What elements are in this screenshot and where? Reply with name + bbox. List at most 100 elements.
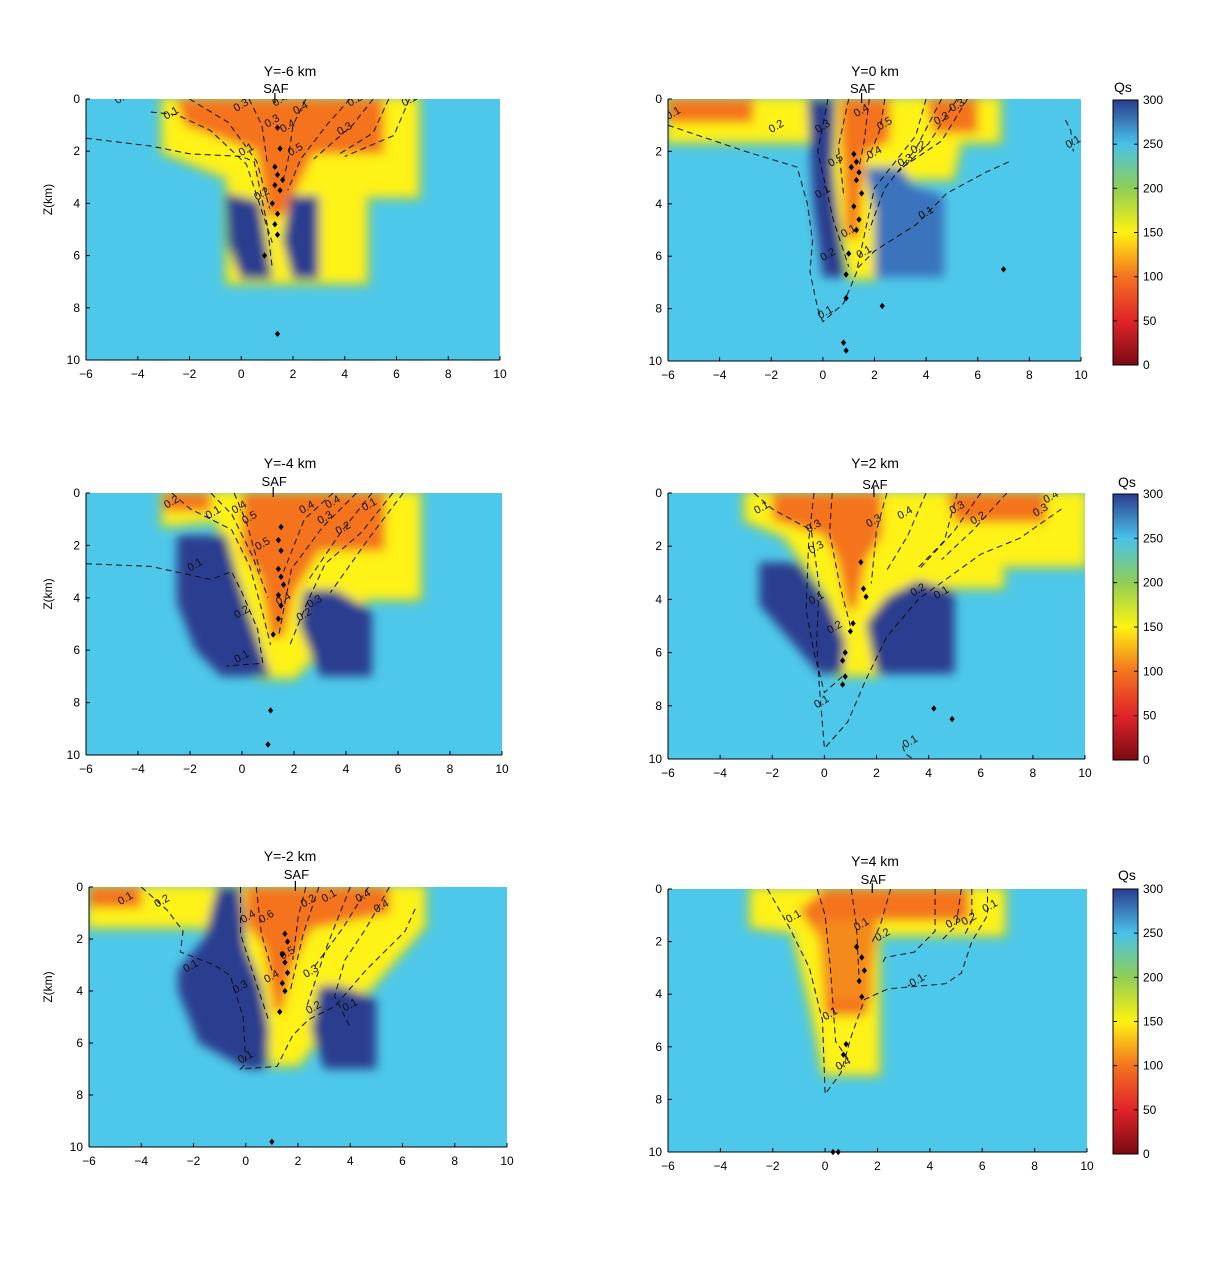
x-tick-label: −6 — [79, 762, 93, 776]
y-tick-label: 10 — [70, 1140, 84, 1154]
contour-line — [920, 493, 982, 568]
x-tick-label: −4 — [714, 1159, 728, 1173]
fault-label: SAF — [262, 474, 287, 489]
contour-line — [963, 889, 973, 937]
event-marker — [279, 980, 285, 987]
colorbar-tick-label: 300 — [1143, 93, 1163, 107]
event-marker — [278, 573, 284, 581]
event-marker — [863, 593, 869, 600]
contour-line — [1065, 119, 1074, 152]
colorbar-tick-label: 100 — [1143, 1059, 1163, 1073]
panel-1: 0.10.10.20.20.30.30.4 0.40.50.30.2 0.10.4−… — [41, 63, 507, 381]
contour-line — [941, 493, 1008, 560]
contour-line — [140, 887, 417, 1070]
y-tick-label: 0 — [73, 486, 80, 500]
y-tick-label: 4 — [76, 984, 83, 998]
contour-line — [86, 563, 264, 667]
event-marker — [851, 203, 857, 210]
x-tick-label: −4 — [134, 1154, 148, 1168]
event-marker — [275, 565, 281, 573]
event-marker — [272, 181, 278, 189]
x-tick-label: 0 — [239, 762, 246, 776]
contour-line — [940, 889, 962, 942]
qs-anomaly — [668, 99, 999, 278]
y-tick-label: 4 — [73, 591, 80, 605]
qs-anomaly — [164, 493, 211, 512]
event-marker — [843, 1040, 849, 1048]
x-tick-label: −6 — [79, 367, 93, 381]
event-marker — [853, 158, 860, 166]
y-tick-label: 8 — [655, 1092, 662, 1106]
colorbar-tick-label: 200 — [1143, 970, 1163, 984]
colorbar-tick-label: 300 — [1143, 487, 1163, 501]
contour-line — [210, 493, 269, 598]
event-marker — [949, 715, 955, 723]
event-marker — [284, 938, 291, 945]
x-tick-label: 8 — [447, 762, 454, 776]
event-marker — [850, 620, 856, 627]
x-tick-label: 10 — [1080, 1159, 1094, 1173]
fault-label: SAF — [263, 81, 288, 96]
x-tick-label: 2 — [295, 1154, 302, 1168]
y-tick-label: 6 — [655, 249, 662, 263]
fault-label: SAF — [850, 81, 875, 96]
y-tick-label: 8 — [76, 1088, 83, 1102]
panel-title: Y=4 km — [851, 853, 899, 869]
contour-line — [829, 493, 851, 627]
contour-line — [870, 493, 888, 584]
contour-line — [882, 889, 936, 963]
contour-line — [871, 889, 892, 942]
qs-anomalies — [158, 99, 423, 287]
x-tick-label: −6 — [661, 1159, 675, 1173]
qs-anomaly — [282, 195, 319, 280]
x-tick-label: 2 — [871, 368, 878, 382]
y-tick-label: 2 — [655, 144, 662, 158]
contour-lines — [86, 99, 410, 269]
x-tick-label: −2 — [187, 1154, 201, 1168]
qs-anomaly — [817, 920, 873, 1000]
y-tick-label: 8 — [73, 301, 80, 315]
panel-title: Y=-2 km — [264, 848, 317, 864]
event-marker — [278, 523, 284, 531]
x-tick-label: 4 — [347, 1154, 354, 1168]
earthquake-events — [840, 558, 955, 723]
qs-field — [159, 493, 424, 682]
event-marker — [848, 163, 854, 171]
event-marker — [277, 187, 283, 194]
x-tick-label: 2 — [290, 367, 297, 381]
x-tick-label: 0 — [242, 1154, 249, 1168]
contour-line — [233, 493, 261, 572]
event-marker — [853, 177, 860, 184]
x-tick-label: −2 — [183, 762, 197, 776]
y-tick-label: 6 — [655, 646, 662, 660]
panel-title: Y=-4 km — [264, 455, 317, 471]
qs-anomaly — [926, 99, 978, 134]
contour-line — [868, 99, 943, 231]
contour-line — [150, 111, 273, 243]
event-marker — [856, 169, 862, 176]
contour-lines — [753, 493, 1062, 759]
y-tick-label: 6 — [655, 1040, 662, 1054]
x-tick-label: 4 — [923, 368, 930, 382]
contour-line — [805, 493, 846, 694]
y-tick-label: 0 — [655, 92, 662, 106]
event-marker — [858, 190, 865, 197]
x-tick-label: 8 — [1026, 368, 1033, 382]
event-marker — [840, 1051, 847, 1058]
colorbar-tick-label: 200 — [1143, 181, 1163, 195]
panel-title: Y=2 km — [851, 455, 899, 471]
event-marker — [856, 216, 862, 223]
event-marker — [269, 1138, 275, 1145]
colorbar-tick-label: 50 — [1143, 314, 1157, 328]
colorbar — [1112, 888, 1139, 1155]
event-marker — [856, 977, 862, 985]
event-marker — [270, 631, 276, 638]
panel-title: Y=0 km — [851, 63, 899, 79]
contour-line — [287, 99, 351, 191]
colorbar-tick-label: 150 — [1143, 1015, 1163, 1029]
fault-label: SAF — [284, 867, 309, 882]
x-tick-label: 8 — [1031, 1159, 1038, 1173]
x-tick-label: 6 — [395, 762, 402, 776]
contour-line — [753, 493, 1062, 750]
x-tick-label: 0 — [821, 766, 828, 780]
